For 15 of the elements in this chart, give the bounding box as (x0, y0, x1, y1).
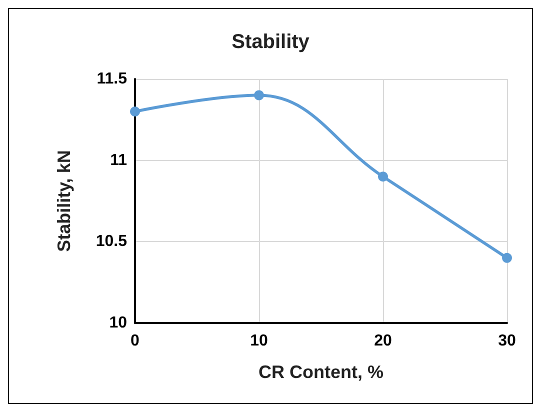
x-tick-label: 10 (250, 332, 268, 350)
point (502, 252, 512, 263)
x-tick-label: 0 (130, 332, 140, 350)
y-axis-title: Stability, kN (54, 150, 74, 252)
point (254, 90, 264, 100)
x-tick-label: 30 (498, 332, 516, 350)
point (378, 172, 388, 182)
chart-title: Stability (232, 31, 310, 53)
x-tick-label: 20 (374, 332, 392, 350)
x-axis-title: CR Content, % (258, 362, 384, 382)
y-tick-label: 10 (109, 314, 128, 332)
point (130, 106, 140, 117)
y-tick-label: 11.5 (96, 70, 128, 88)
y-tick-label: 11 (110, 152, 128, 169)
y-tick-label: 10.5 (96, 233, 128, 250)
